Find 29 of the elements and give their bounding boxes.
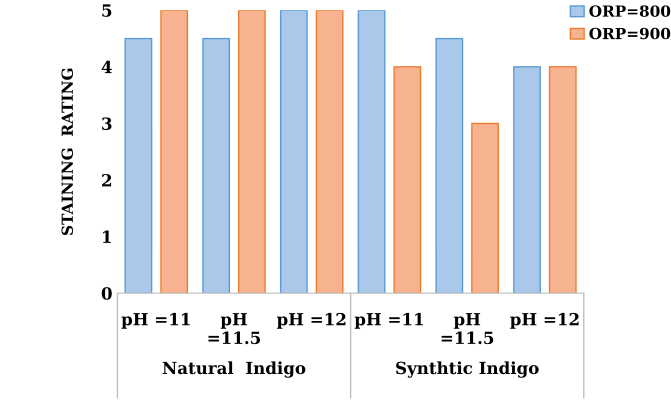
- y-axis-title: STAINING RATING: [61, 68, 74, 235]
- y-tick-label: 0: [102, 287, 112, 300]
- bar: [280, 10, 308, 294]
- x-tick-label: pH =11.5: [208, 313, 260, 344]
- legend-label: ORP=900: [589, 28, 670, 40]
- y-tick-label: 5: [102, 4, 112, 17]
- bar: [393, 66, 422, 294]
- bar: [435, 38, 464, 294]
- bar: [124, 38, 152, 294]
- bar: [358, 10, 386, 294]
- y-tick-label: 4: [102, 60, 112, 74]
- bar: [238, 10, 266, 294]
- x-tick-label: pH =11: [121, 312, 190, 329]
- x-tick-label: pH =12: [276, 312, 346, 329]
- x-tick-label: pH =11.5: [442, 313, 494, 344]
- bar: [316, 10, 344, 294]
- y-tick-label: 1: [103, 230, 111, 243]
- text: Synthtic Indigo: [396, 361, 539, 378]
- legend-label: ORP=800: [589, 5, 670, 17]
- bar: [471, 122, 499, 294]
- bar: [513, 66, 541, 294]
- y-tick-label: 3: [102, 117, 112, 130]
- bar: [548, 66, 577, 294]
- x-tick-label: pH =11: [354, 312, 423, 329]
- bar: [202, 38, 230, 294]
- text: Natural Indigo: [162, 361, 306, 378]
- y-tick-label: 2: [102, 174, 112, 186]
- bar: [160, 10, 188, 294]
- x-tick-label: pH =12: [510, 312, 579, 329]
